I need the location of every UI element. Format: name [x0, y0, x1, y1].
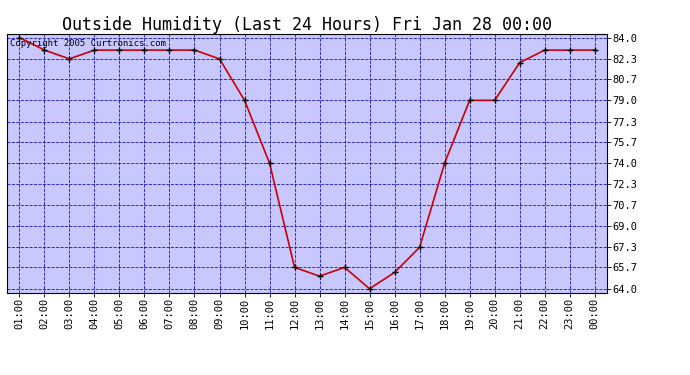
Text: Copyright 2005 Curtronics.com: Copyright 2005 Curtronics.com [10, 39, 166, 48]
Title: Outside Humidity (Last 24 Hours) Fri Jan 28 00:00: Outside Humidity (Last 24 Hours) Fri Jan… [62, 16, 552, 34]
